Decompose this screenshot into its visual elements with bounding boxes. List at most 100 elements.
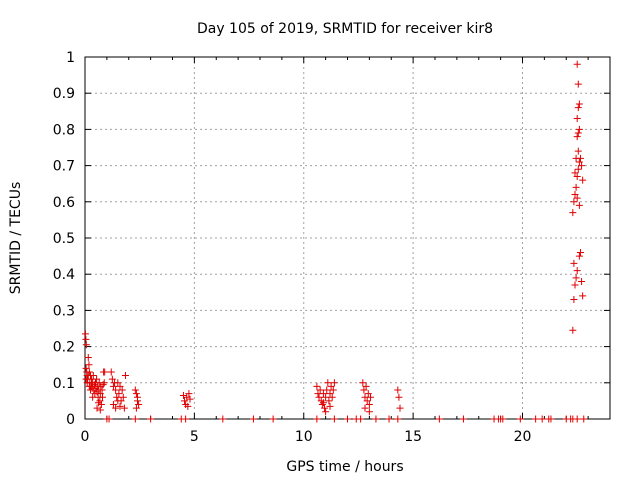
data-point [574, 80, 582, 88]
data-point [319, 399, 327, 407]
data-point [318, 401, 326, 409]
data-point [116, 382, 124, 390]
data-point [119, 393, 127, 401]
data-point [131, 386, 139, 394]
data-point [113, 393, 121, 401]
data-point [84, 372, 92, 380]
data-point [322, 408, 330, 416]
data-point [344, 415, 351, 423]
y-tick-label: 0.8 [53, 122, 75, 138]
data-point [569, 326, 577, 334]
data-point [357, 415, 365, 423]
data-point [85, 368, 93, 376]
data-point [372, 415, 380, 423]
y-tick-label: 0.1 [53, 376, 75, 392]
y-axis-tick-labels: 0 0.1 0.2 0.3 0.4 0.5 0.6 0.7 0.8 0.9 1 [53, 50, 75, 428]
data-point [575, 158, 583, 166]
data-point [90, 381, 98, 389]
data-point [532, 415, 540, 423]
data-point [573, 172, 581, 180]
data-point [330, 379, 338, 387]
data-point [569, 209, 577, 217]
data-point [573, 267, 581, 275]
data-point [186, 395, 194, 403]
data-point [394, 386, 402, 394]
y-tick-label: 0.5 [53, 231, 75, 247]
data-point [571, 191, 579, 199]
data-point [547, 415, 555, 423]
data-point [121, 372, 129, 380]
data-point [107, 368, 115, 376]
data-point [580, 415, 588, 423]
data-point [249, 415, 257, 423]
y-tick-label: 0 [66, 412, 75, 428]
data-point [575, 100, 583, 108]
data-point [573, 133, 581, 141]
data-point [98, 386, 106, 394]
data-point [96, 397, 104, 405]
data-point [89, 393, 97, 401]
y-tick-label: 0.4 [53, 267, 75, 283]
data-point [578, 277, 586, 285]
data-points [81, 60, 588, 423]
data-point [573, 115, 581, 123]
data-point [325, 397, 333, 405]
y-tick-label: 0.2 [53, 340, 75, 356]
data-point [576, 248, 584, 256]
data-point [93, 388, 101, 396]
data-point [579, 176, 587, 184]
data-point [364, 390, 372, 398]
data-point [109, 401, 117, 409]
data-point [147, 415, 155, 423]
data-point [574, 147, 582, 155]
data-point [326, 402, 334, 410]
data-point [86, 386, 94, 394]
y-tick-label: 0.6 [53, 195, 75, 211]
x-axis-label: GPS time / hours [286, 459, 403, 475]
data-point [572, 154, 580, 162]
data-point [99, 393, 106, 401]
data-point [82, 341, 90, 349]
x-axis-tick-labels: 0 5 10 15 20 [81, 429, 532, 445]
data-point [571, 281, 579, 289]
data-point [435, 415, 443, 423]
data-point [182, 415, 190, 423]
data-point [108, 375, 116, 383]
data-point [88, 379, 96, 387]
data-point [85, 382, 93, 390]
data-point [118, 386, 126, 394]
data-point [132, 404, 140, 412]
data-point [132, 390, 140, 398]
y-tick-label: 0.3 [53, 303, 75, 319]
data-point [319, 390, 327, 398]
x-tick-label: 10 [295, 429, 313, 445]
x-tick-label: 0 [81, 429, 90, 445]
data-point [574, 165, 582, 173]
data-point [361, 404, 369, 412]
data-point [572, 274, 580, 282]
data-point [181, 397, 189, 405]
data-point [134, 393, 141, 401]
chart-title: Day 105 of 2019, SRMTID for receiver kir… [197, 21, 493, 37]
y-axis-label: SRMTID / TECUs [8, 182, 24, 295]
data-point [183, 393, 191, 401]
data-point [394, 415, 402, 423]
data-point [363, 397, 371, 405]
data-point [570, 198, 578, 206]
data-point [219, 415, 227, 423]
data-point [95, 399, 103, 407]
data-point [316, 386, 324, 394]
data-point [366, 393, 374, 401]
data-point [131, 415, 139, 423]
data-point [96, 390, 104, 398]
data-point [93, 375, 101, 383]
x-tick-label: 5 [190, 429, 199, 445]
data-point [135, 401, 143, 409]
data-point [359, 379, 367, 387]
data-point [570, 296, 578, 304]
data-point [570, 259, 578, 267]
y-tick-label: 0.7 [53, 159, 75, 175]
data-point [573, 194, 581, 202]
